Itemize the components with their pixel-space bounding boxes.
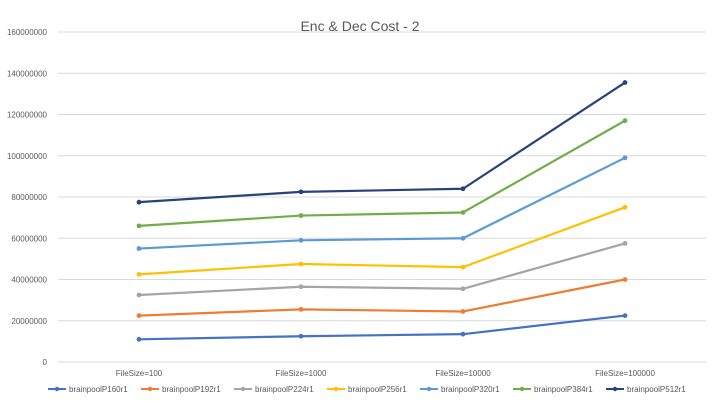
series-line (138, 156, 626, 250)
data-point (460, 264, 466, 270)
series-line (138, 206, 626, 276)
x-tick-label: FileSize=100000 (595, 369, 655, 378)
series-line (138, 119, 626, 227)
data-point (136, 313, 142, 318)
legend-marker (240, 386, 246, 392)
x-tick-label: FileSize=10000 (435, 369, 491, 378)
data-point (298, 261, 304, 267)
data-point (622, 313, 628, 318)
data-point (460, 186, 466, 192)
legend-label: brainpoolP512r1 (627, 385, 686, 394)
legend-marker (333, 386, 339, 392)
y-tick-label: 160000000 (7, 28, 48, 37)
series-line (138, 314, 626, 341)
data-point (136, 199, 142, 205)
legend-label: brainpoolP192r1 (162, 385, 221, 394)
data-point (460, 331, 466, 337)
series-line (138, 242, 626, 297)
data-point (298, 307, 304, 312)
data-point (298, 284, 304, 290)
data-point (298, 189, 304, 195)
series-line (138, 81, 626, 204)
legend-label: brainpoolP384r1 (534, 385, 593, 394)
y-tick-label: 60000000 (11, 234, 47, 243)
data-point (136, 292, 142, 298)
legend-label: brainpoolP256r1 (348, 385, 407, 394)
legend-marker (147, 386, 153, 392)
data-point (298, 333, 304, 339)
y-tick-label: 0 (43, 358, 48, 367)
x-tick-label: FileSize=100 (116, 369, 163, 378)
series-line (138, 278, 626, 317)
legend-marker (612, 386, 618, 392)
y-tick-label: 100000000 (7, 152, 48, 161)
y-tick-label: 140000000 (7, 69, 48, 78)
data-point (298, 213, 304, 218)
y-tick-label: 20000000 (11, 317, 47, 326)
y-tick-label: 40000000 (11, 276, 47, 285)
data-point (622, 80, 628, 85)
y-tick-label: 120000000 (7, 111, 48, 120)
data-point (136, 246, 142, 251)
legend-marker (426, 386, 432, 392)
data-point (136, 271, 142, 277)
x-tick-label: FileSize=1000 (276, 369, 327, 378)
data-point (460, 235, 466, 241)
legend-label: brainpoolP160r1 (69, 385, 128, 394)
y-tick-label: 80000000 (11, 193, 47, 202)
data-point (136, 336, 142, 342)
data-point (622, 277, 628, 282)
legend-marker (519, 386, 525, 392)
legend-marker (54, 386, 60, 392)
data-point (622, 118, 628, 124)
legend-label: brainpoolP320r1 (441, 385, 500, 394)
data-point (622, 155, 628, 161)
data-point (460, 210, 466, 215)
legend-label: brainpoolP224r1 (255, 385, 314, 394)
data-point (460, 309, 466, 314)
data-point (622, 241, 628, 246)
data-point (298, 237, 304, 243)
data-point (460, 286, 466, 292)
chart-title: Enc & Dec Cost - 2 (300, 18, 420, 34)
data-point (136, 223, 142, 229)
data-point (622, 204, 628, 210)
